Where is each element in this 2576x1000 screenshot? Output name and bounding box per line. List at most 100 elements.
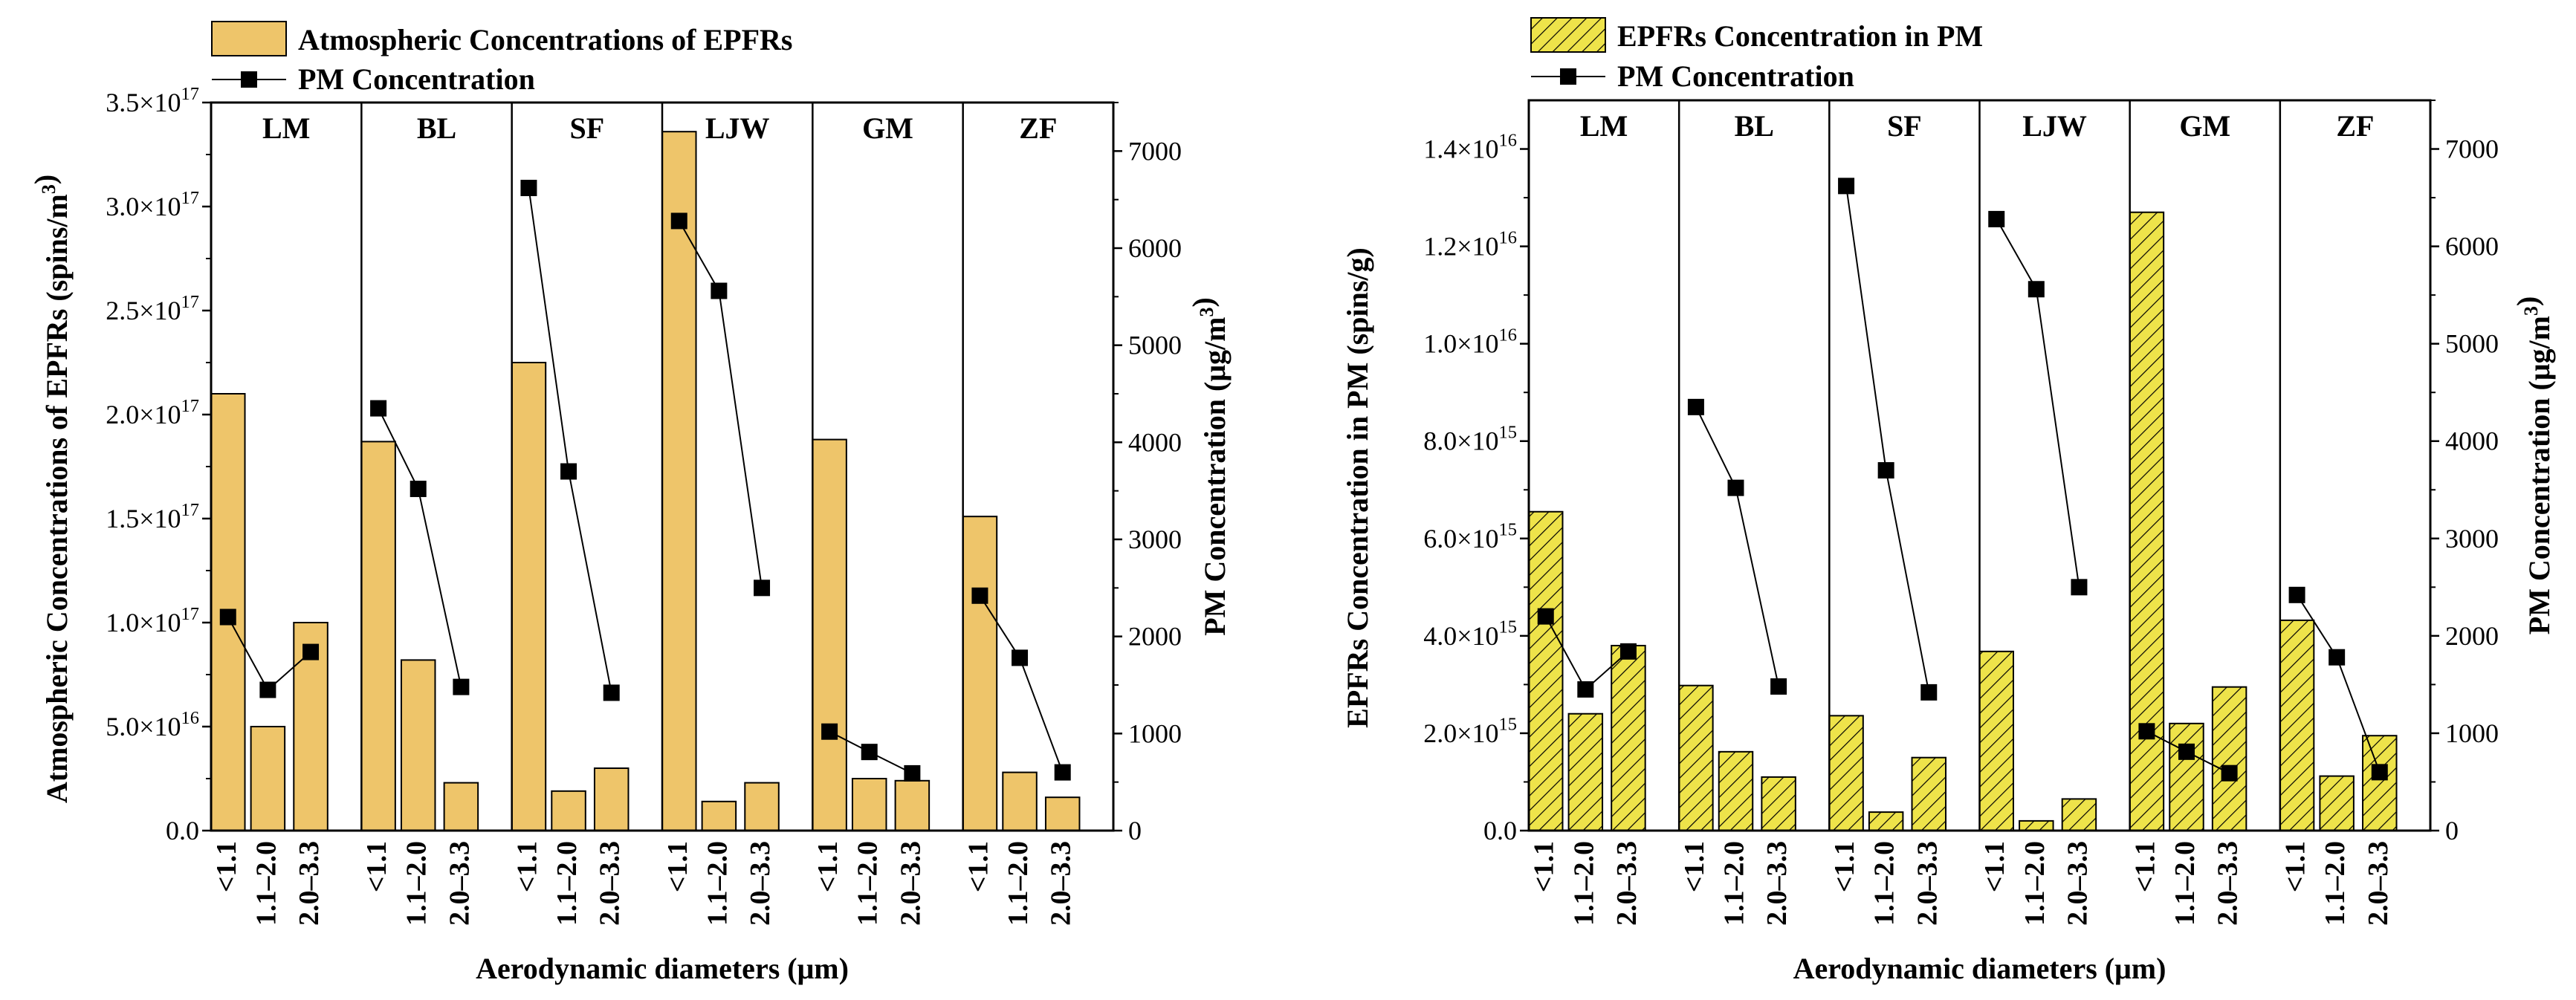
x-tick-label: 2.0–3.3	[444, 841, 475, 926]
x-tick-label: 1.1–2.0	[1003, 841, 1034, 926]
x-tick-label: <1.1	[511, 841, 543, 892]
y2-axis-title: PM Concentration (μg/m3)	[1186, 297, 1232, 636]
bar-bl-0	[360, 441, 396, 831]
bar-lm-1	[250, 726, 286, 831]
x-tick-label: <1.1	[1979, 841, 2010, 892]
y2-tick-label: 5000	[1128, 331, 1182, 360]
x-tick-label: 2.0–3.3	[2213, 841, 2244, 926]
pm-marker-ljw-1	[711, 282, 728, 299]
y2-axis-title: PM Concentration (μg/m3)	[2511, 296, 2556, 635]
group-label-sf: SF	[569, 111, 604, 145]
x-tick-label: 2.0–3.3	[1611, 841, 1643, 926]
bar-lm-1	[1567, 712, 1604, 831]
group-label-ljw: LJW	[2022, 109, 2087, 143]
bar-gm-2	[894, 779, 931, 832]
bar-bl-0	[1678, 684, 1714, 832]
y2-tick-label: 1000	[2445, 718, 2499, 748]
pm-marker-zf-2	[2371, 764, 2388, 781]
group-label-lm: LM	[1580, 109, 1628, 143]
pm-marker-ljw-1	[2028, 281, 2045, 298]
y-tick-label: 6.0×1015	[1423, 520, 1517, 553]
y-tick-label: 2.0×1015	[1423, 715, 1517, 748]
bar-ljw-1	[2019, 819, 2054, 831]
bar-bl-2	[1761, 776, 1796, 831]
group-label-zf: ZF	[1019, 111, 1057, 145]
group-label-bl: BL	[1735, 109, 1774, 143]
x-tick-label: 1.1–2.0	[852, 841, 884, 926]
y2-tick-label: 3000	[2445, 524, 2499, 553]
group-label-gm: GM	[862, 111, 913, 145]
x-tick-label: 1.1–2.0	[702, 841, 733, 926]
bar-zf-2	[1044, 796, 1081, 831]
pm-marker-sf-1	[1877, 462, 1894, 479]
pm-marker-sf-1	[560, 463, 577, 480]
bar-ljw-2	[744, 782, 780, 831]
bar-zf-1	[2319, 775, 2355, 831]
bar-ljw-2	[2061, 798, 2097, 831]
group-label-ljw: LJW	[705, 111, 770, 145]
bar-ljw-0	[1978, 650, 2014, 832]
pm-marker-sf-0	[520, 179, 537, 196]
x-tick-label: 1.1–2.0	[1869, 841, 1900, 926]
bar-sf-0	[1828, 715, 1864, 831]
x-tick-label: 1.1–2.0	[250, 841, 282, 926]
bar-sf-0	[511, 362, 547, 831]
pm-marker-gm-0	[2138, 723, 2155, 740]
left-panel-atmospheric-epfrs: LM BL SF LJW GM ZF 0.0 5.0×1016 1.0×1017 1.5×1017…	[28, 21, 1232, 985]
bar-bl-2	[443, 782, 479, 831]
pm-marker-sf-2	[1920, 684, 1938, 701]
y2-tick-label: 4000	[1128, 427, 1182, 457]
pm-marker-gm-1	[861, 744, 878, 761]
pm-marker-zf-2	[1054, 764, 1071, 781]
x-tick-label: <1.1	[361, 841, 392, 892]
x-tick-label: 2.0–3.3	[1761, 841, 1793, 926]
group-label-bl: BL	[417, 111, 456, 145]
bar-ljw-1	[701, 800, 737, 832]
pm-marker-bl-1	[1727, 479, 1744, 496]
y-tick-label: 0.0	[166, 816, 199, 845]
pm-marker-bl-2	[1770, 678, 1787, 695]
bar-zf-2	[2362, 735, 2398, 832]
y2-tick-label: 7000	[2445, 134, 2499, 164]
pm-marker-sf-2	[603, 684, 620, 701]
x-tick-label: 2.0–3.3	[895, 841, 926, 926]
bar-gm-1	[851, 778, 887, 831]
pm-line-sf	[1845, 186, 1930, 693]
x-axis-title: Aerodynamic diameters (μm)	[1793, 952, 2166, 985]
y-tick-label: 2.0×1017	[106, 396, 199, 429]
x-tick-label: <1.1	[1679, 841, 1710, 892]
pm-marker-lm-1	[259, 681, 276, 698]
x-tick-label: <1.1	[2129, 841, 2161, 892]
group-label-lm: LM	[262, 111, 310, 145]
bar-gm-1	[2169, 722, 2204, 831]
bar-bl-1	[1718, 750, 1754, 831]
pm-marker-gm-2	[2221, 764, 2238, 782]
pm-marker-zf-1	[2329, 649, 2346, 666]
bar-zf-0	[2279, 619, 2315, 831]
y-tick-label: 1.4×1016	[1423, 130, 1517, 163]
x-tick-label: 1.1–2.0	[1718, 841, 1750, 926]
x-tick-label: <1.1	[2280, 841, 2311, 892]
y-tick-label: 8.0×1015	[1423, 423, 1517, 456]
x-tick-label: 1.1–2.0	[551, 841, 583, 926]
x-tick-label: <1.1	[662, 841, 693, 892]
pm-line-ljw	[1996, 218, 2080, 588]
x-tick-label: 1.1–2.0	[2320, 841, 2351, 926]
x-tick-label: <1.1	[812, 841, 844, 892]
y-tick-label: 1.0×1017	[106, 604, 199, 637]
y-tick-label: 2.5×1017	[106, 292, 199, 325]
bar-lm-2	[1611, 644, 1646, 831]
bar-gm-0	[812, 438, 847, 831]
legend-marker-pm	[241, 71, 257, 88]
pm-marker-lm-0	[219, 608, 236, 626]
bar-gm-2	[2211, 686, 2247, 832]
x-axis-title: Aerodynamic diameters (μm)	[476, 952, 849, 985]
pm-marker-gm-2	[904, 764, 921, 782]
pm-marker-sf-0	[1838, 178, 1855, 195]
y2-tick-label: 4000	[2445, 426, 2499, 456]
bar-zf-0	[962, 516, 998, 831]
pm-marker-zf-0	[2288, 586, 2305, 603]
y-tick-label: 3.5×1017	[106, 84, 199, 117]
bar-sf-1	[1868, 811, 1904, 831]
pm-line-bl	[1695, 406, 1780, 687]
